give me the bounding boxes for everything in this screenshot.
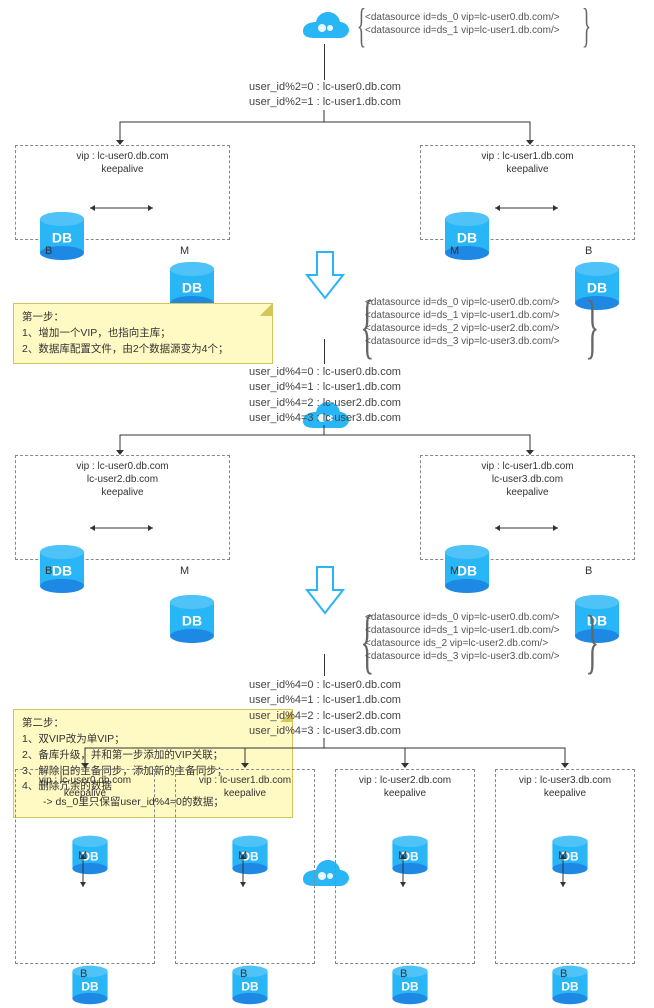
vip-label: vip : lc-user1.db.com lc-user3.db.com ke… <box>427 460 628 499</box>
db-icon: DB <box>230 965 270 1005</box>
datasource-list: <datasource id=ds_0 vip=lc-user0.db.com/… <box>365 611 560 663</box>
db-icon: DB <box>390 965 430 1005</box>
datasource-list: <datasource id=ds_0 vip=lc-user0.db.com/… <box>365 296 560 348</box>
vip-label: vip : lc-user3.db.comkeepalive <box>502 774 628 800</box>
db-icon: DB <box>167 594 217 644</box>
sync-arrow <box>84 201 159 215</box>
db-cluster-box: vip : lc-user1.db.comkeepalive DB M DB <box>175 769 315 964</box>
role-label: B <box>400 968 407 980</box>
db-cluster-box: vip : lc-user1.db.com lc-user3.db.com ke… <box>420 455 635 560</box>
branch-connector <box>0 110 654 145</box>
sync-arrow <box>236 848 250 893</box>
role-label: B <box>240 968 247 980</box>
brace-icon: } <box>582 2 591 50</box>
datasource-list: <datasource id=ds_0 vip=lc-user0.db.com/… <box>365 11 560 37</box>
role-label: M <box>180 245 189 257</box>
db-cluster-box: vip : lc-user2.db.comkeepalive DB M DB <box>335 769 475 964</box>
vip-label: vip : lc-user0.db.com keepalive <box>22 150 223 176</box>
vip-label: vip : lc-user0.db.com lc-user2.db.com ke… <box>22 460 223 499</box>
db-icon: DB <box>70 965 110 1005</box>
branch-connector <box>0 738 654 768</box>
role-label: B <box>45 245 52 257</box>
role-label: M <box>180 565 189 577</box>
vip-label: vip : lc-user1.db.com keepalive <box>427 150 628 176</box>
brace-icon: } <box>585 605 599 677</box>
db-icon: DB <box>550 965 590 1005</box>
role-label: B <box>585 565 592 577</box>
role-label: B <box>45 565 52 577</box>
sync-arrow <box>489 201 564 215</box>
role-label: B <box>585 245 592 257</box>
step-note: 第一步： 1、增加一个VIP，也指向主库； 2、数据库配置文件，由2个数据源变为… <box>13 303 273 364</box>
routing-rules: user_id%4=0 : lc-user0.db.com user_id%4=… <box>225 678 425 740</box>
sync-arrow <box>76 848 90 893</box>
brace-icon: } <box>585 290 599 362</box>
diagram-canvas: { <datasource id=ds_0 vip=lc-user0.db.co… <box>0 0 654 989</box>
vip-label: vip : lc-user2.db.comkeepalive <box>342 774 468 800</box>
routing-rules: user_id%4=0 : lc-user0.db.com user_id%4=… <box>225 365 425 427</box>
role-label: M <box>450 245 459 257</box>
connector-line <box>324 339 325 364</box>
db-cluster-box: vip : lc-user0.db.com keepalive DB DB <box>15 145 230 240</box>
role-label: M <box>450 565 459 577</box>
connector-line <box>324 654 325 676</box>
vip-label: vip : lc-user0.db.comkeepalive <box>22 774 148 800</box>
sync-arrow <box>396 848 410 893</box>
db-cluster-box: vip : lc-user0.db.com lc-user2.db.com ke… <box>15 455 230 560</box>
sync-arrow <box>84 521 159 535</box>
connector-line <box>324 44 325 80</box>
role-label: B <box>560 968 567 980</box>
db-cluster-box: vip : lc-user0.db.comkeepalive DB M DB <box>15 769 155 964</box>
sync-arrow <box>489 521 564 535</box>
vip-label: vip : lc-user1.db.comkeepalive <box>182 774 308 800</box>
branch-connector <box>0 425 654 455</box>
cloud-icon <box>300 10 350 44</box>
step-arrow-icon <box>305 565 345 615</box>
db-cluster-box: vip : lc-user3.db.comkeepalive DB M DB <box>495 769 635 964</box>
role-label: B <box>80 968 87 980</box>
db-cluster-box: vip : lc-user1.db.com keepalive DB DB <box>420 145 635 240</box>
step-arrow-icon <box>305 250 345 300</box>
sync-arrow <box>556 848 570 893</box>
routing-rules: user_id%2=0 : lc-user0.db.com user_id%2=… <box>225 80 425 111</box>
